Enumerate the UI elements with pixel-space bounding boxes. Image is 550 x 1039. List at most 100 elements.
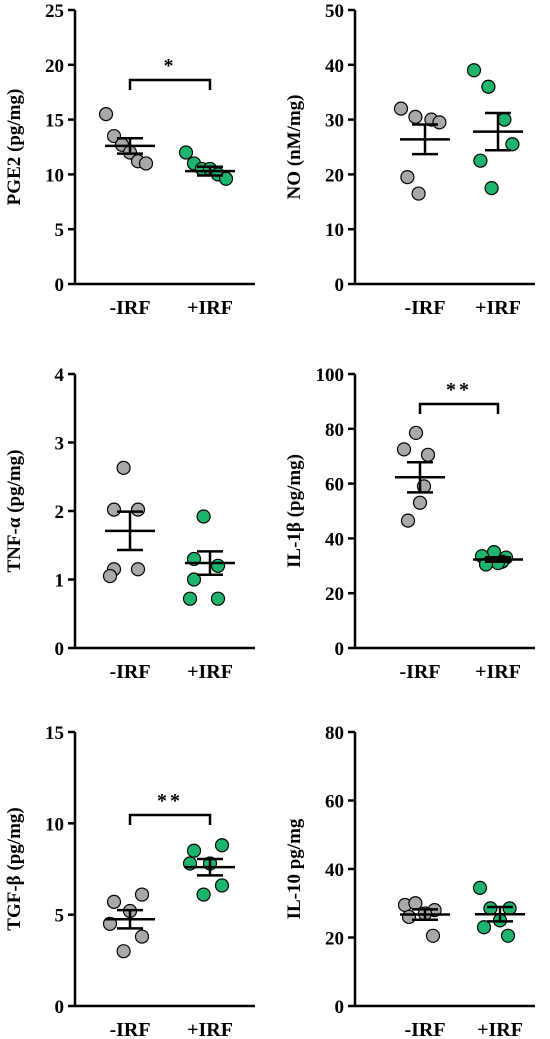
data-point (425, 928, 441, 943)
category-label: +IRF (475, 661, 521, 683)
y-tick-label: 60 (325, 475, 344, 496)
y-tick-label: 0 (335, 997, 345, 1018)
y-tick-label: 0 (335, 639, 345, 660)
y-tick-label: 2 (55, 502, 65, 523)
data-point (483, 901, 498, 916)
data-point (473, 153, 488, 168)
data-point (400, 170, 415, 185)
data-point (412, 495, 428, 510)
data-point (116, 460, 131, 475)
y-axis-title: TNF-α (pg/mg) (4, 449, 25, 572)
data-point (484, 181, 499, 196)
data-point (106, 502, 122, 517)
category-label: +IRF (477, 1019, 523, 1039)
chart-panel-5: 0 5 10 15 TGF-β (pg/mg) -IRF +IRF ** (4, 723, 255, 1039)
data-point (106, 894, 122, 909)
data-point (138, 156, 154, 171)
y-tick-label: 0 (55, 997, 65, 1018)
y-axis-title: NO (nM/mg) (284, 94, 305, 199)
category-label: -IRF (109, 1019, 150, 1039)
y-tick-label: 40 (325, 860, 344, 881)
data-point (178, 145, 194, 160)
data-point (408, 425, 424, 441)
significance-bracket (128, 813, 212, 825)
data-point (218, 171, 234, 186)
significance-bracket (418, 402, 500, 414)
data-point (130, 502, 146, 517)
data-point (396, 442, 412, 457)
y-axis-title: IL-10 pg/mg (284, 818, 305, 919)
data-point (134, 887, 150, 902)
data-point (401, 909, 417, 925)
category-label: +IRF (187, 1019, 233, 1039)
category-label: +IRF (187, 297, 233, 319)
y-tick-label: 10 (325, 220, 344, 241)
y-tick-label: 0 (55, 275, 65, 296)
y-tick-label: 100 (316, 365, 345, 386)
data-point (214, 878, 230, 893)
y-tick-label: 50 (325, 1, 344, 22)
data-point (210, 558, 226, 573)
category-label: +IRF (187, 661, 233, 683)
y-tick-label: 40 (325, 56, 344, 77)
significance-bracket (128, 78, 212, 90)
significance-label: ** (157, 790, 183, 812)
data-point (393, 101, 409, 116)
y-tick-label: 20 (325, 165, 344, 186)
data-point (500, 928, 516, 943)
data-point (472, 880, 488, 895)
y-tick-label: 10 (45, 165, 64, 186)
data-point (196, 887, 211, 902)
y-tick-label: 5 (55, 220, 65, 241)
category-label: -IRF (404, 297, 445, 319)
category-label: +IRF (475, 297, 521, 319)
data-point (210, 591, 226, 606)
data-point (411, 186, 426, 201)
y-tick-label: 20 (325, 584, 344, 605)
data-point (400, 513, 416, 528)
y-tick-label: 15 (45, 723, 64, 744)
y-tick-label: 10 (45, 814, 64, 835)
data-point (196, 509, 211, 524)
y-tick-label: 3 (55, 434, 65, 455)
data-point (502, 901, 517, 916)
chart-panel-4: 0 20 40 60 80 100 IL-1β (pg/mg) -IRF +IRF ** (284, 365, 535, 683)
y-tick-label: 5 (55, 906, 65, 927)
data-point (420, 447, 436, 462)
y-tick-label: 25 (45, 1, 64, 22)
category-label: -IRF (404, 1019, 445, 1039)
y-tick-label: 4 (55, 365, 65, 386)
data-point (186, 572, 202, 587)
data-point (116, 944, 131, 959)
y-axis-title: PGE2 (pg/mg) (4, 89, 25, 206)
significance-label: ** (446, 379, 472, 401)
data-point (408, 109, 423, 124)
data-point (497, 112, 512, 127)
y-tick-label: 80 (325, 420, 344, 441)
data-point (432, 115, 447, 130)
y-tick-label: 60 (325, 792, 344, 813)
data-point (182, 591, 198, 606)
data-point (466, 63, 482, 78)
chart-panel-6: 0 20 40 60 80 IL-10 pg/mg -IRF +IRF (284, 723, 535, 1039)
data-point (214, 838, 230, 853)
data-point (186, 843, 202, 858)
significance-label: * (164, 55, 177, 77)
category-label: -IRF (109, 661, 150, 683)
y-tick-label: 20 (45, 56, 64, 77)
y-tick-label: 0 (55, 639, 65, 660)
y-tick-label: 15 (45, 111, 64, 132)
chart-panel-3: 0 1 2 3 4 TNF-α (pg/mg) -IRF +IRF (4, 365, 255, 683)
data-point (102, 916, 118, 931)
data-point (134, 929, 150, 944)
chart-panel-2: 0 10 20 30 40 50 NO (nM/mg) -IRF +IRF (284, 1, 535, 319)
data-point (505, 137, 520, 152)
y-tick-label: 1 (55, 571, 65, 592)
y-tick-label: 40 (325, 529, 344, 550)
y-axis-title: TGF-β (pg/mg) (4, 807, 25, 930)
data-point (98, 107, 114, 122)
category-label: -IRF (399, 661, 440, 683)
y-axis-title: IL-1β (pg/mg) (284, 454, 305, 568)
y-tick-label: 80 (325, 723, 344, 744)
